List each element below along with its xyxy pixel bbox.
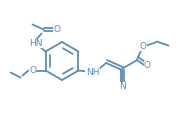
- Text: NH: NH: [86, 68, 99, 77]
- Text: O: O: [29, 66, 36, 75]
- Text: O: O: [140, 42, 147, 51]
- Text: N: N: [119, 82, 126, 91]
- Text: O: O: [144, 61, 151, 70]
- Text: HN: HN: [29, 39, 42, 48]
- Text: O: O: [53, 25, 60, 34]
